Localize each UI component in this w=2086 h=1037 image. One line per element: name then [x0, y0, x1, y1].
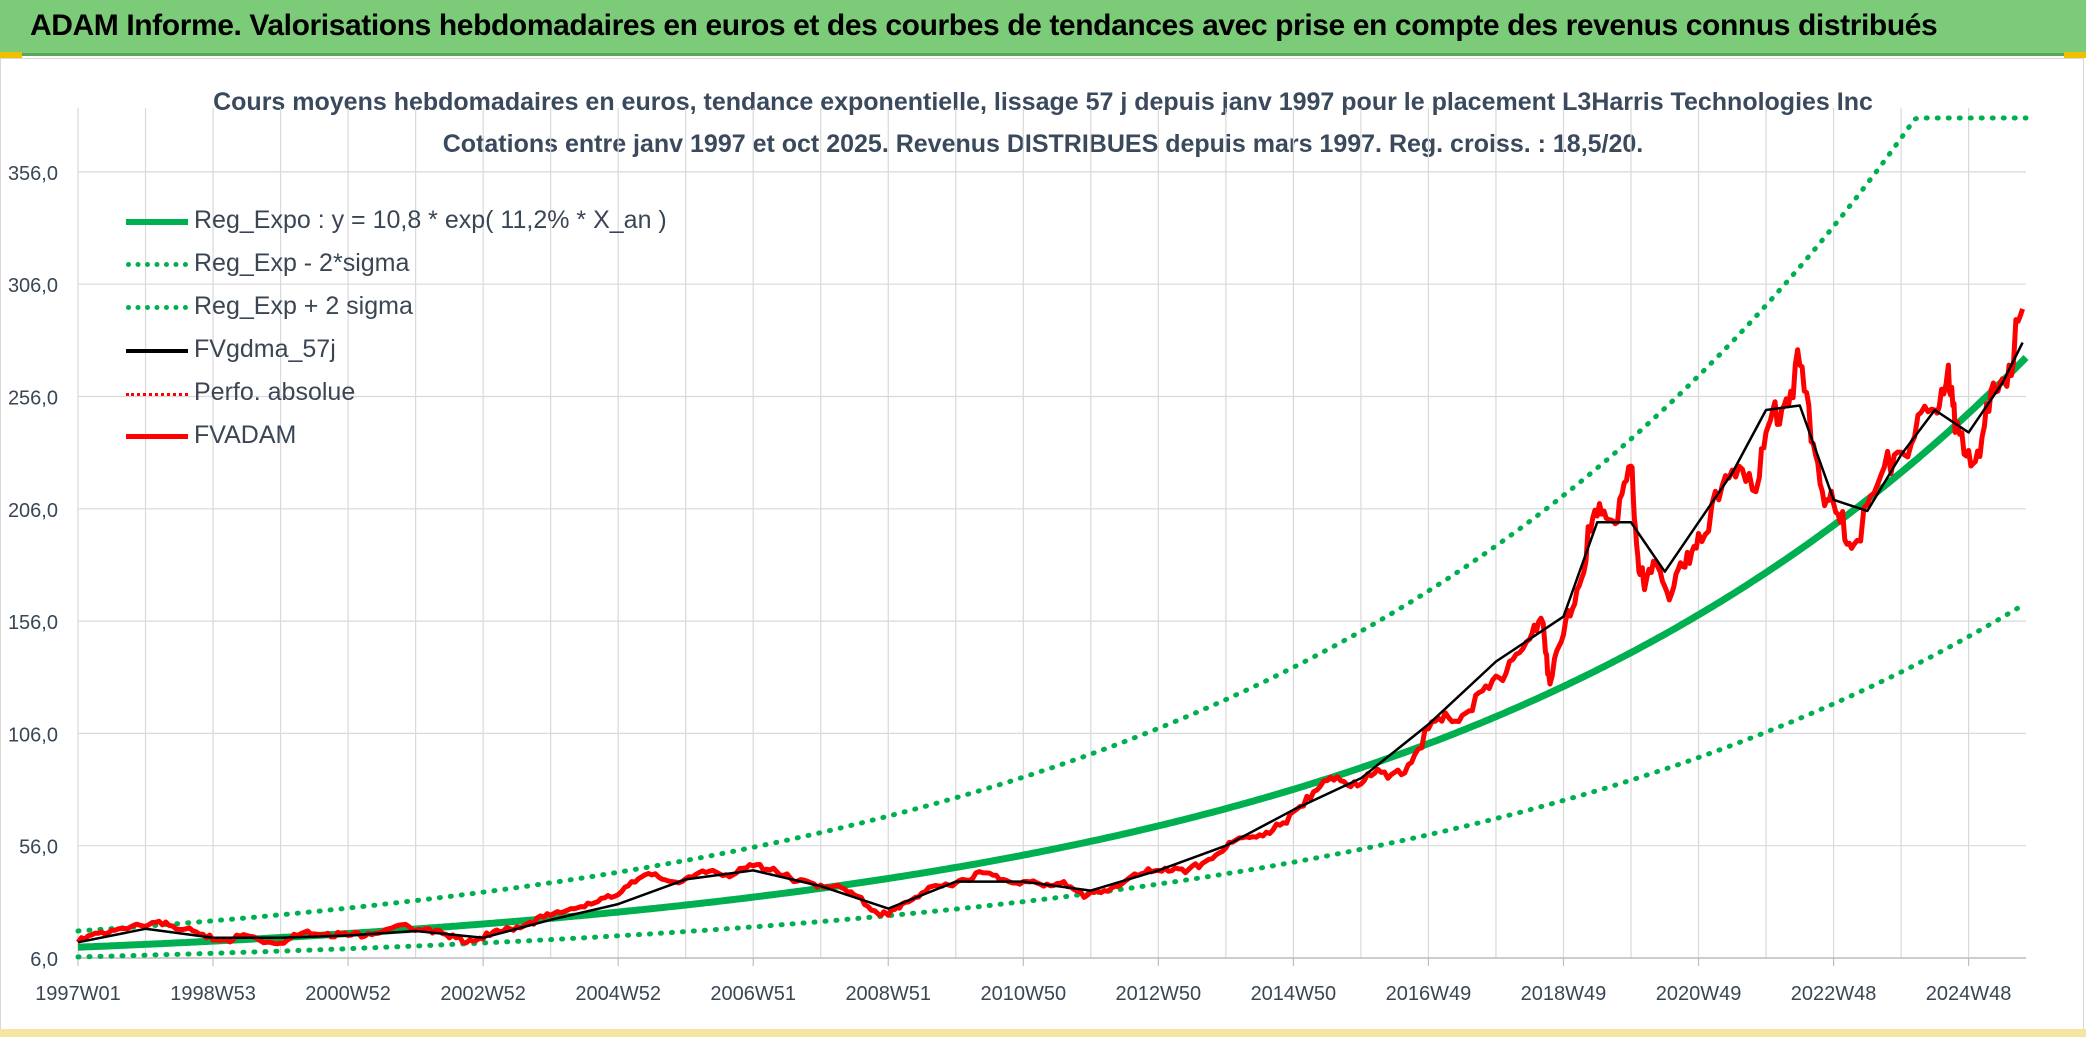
y-tick-label: 306,0: [8, 275, 58, 297]
x-tick-label: 2010W50: [980, 983, 1066, 1005]
series-lines: [75, 115, 2029, 960]
y-tick-label: 356,0: [8, 163, 58, 185]
x-tick-label: 2008W51: [845, 983, 931, 1005]
bottom-band: [0, 1029, 2086, 1037]
legend-label: Reg_Exp + 2 sigma: [194, 292, 413, 320]
report-banner: ADAM Informe. Valorisations hebdomadaire…: [0, 0, 2086, 56]
legend-swatch-fvadam: [126, 434, 188, 439]
x-tick-label: 2006W51: [710, 983, 796, 1005]
chart-title-line-2: Cotations entre janv 1997 et oct 2025. R…: [442, 130, 1644, 158]
x-tick-label: 1998W53: [170, 983, 256, 1005]
legend-swatch-fvgdma: [126, 349, 188, 353]
series-reg-exp-plus-2sigma: [75, 115, 2029, 934]
x-tick-label: 2024W48: [1926, 983, 2012, 1005]
legend-swatch-perfo: [126, 393, 188, 396]
x-tick-label: 2012W50: [1116, 983, 1202, 1005]
x-tick-label: 2014W50: [1251, 983, 1337, 1005]
corner-marker-right: [2064, 52, 2086, 58]
legend-label: FVADAM: [194, 421, 297, 449]
x-tick-label: 1997W01: [35, 983, 121, 1005]
x-tick-label: 2022W48: [1791, 983, 1877, 1005]
legend-label: FVgdma_57j: [194, 335, 336, 363]
x-tick-label: 2000W52: [305, 983, 391, 1005]
legend-label: Perfo. absolue: [194, 378, 356, 406]
report-title: ADAM Informe. Valorisations hebdomadaire…: [30, 9, 1938, 42]
legend-swatch-reg-expo: [126, 219, 188, 225]
x-tick-label: 2018W49: [1521, 983, 1607, 1005]
y-tick-label: 6,0: [30, 949, 58, 971]
legend-label: Reg_Expo : y = 10,8 * exp( 11,2% * X_an …: [194, 206, 667, 234]
x-tick-label: 2020W49: [1656, 983, 1742, 1005]
axis-ticks: 6,0 56,0 106,0 156,0 206,0 256,0 306,0 356,0 199…: [8, 163, 2011, 1005]
y-tick-label: 206,0: [8, 500, 58, 522]
series-reg-exp-minus-2sigma: [75, 600, 2029, 960]
y-tick-label: 156,0: [8, 612, 58, 634]
corner-marker-left: [0, 52, 22, 58]
x-tick-label: 2004W52: [575, 983, 661, 1005]
y-tick-label: 56,0: [19, 837, 58, 859]
chart-title-line-1: Cours moyens hebdomadaires en euros, ten…: [213, 88, 1873, 116]
y-tick-label: 106,0: [8, 724, 58, 746]
legend-swatch-reg-exp-minus: [126, 262, 188, 267]
x-tick-label: 2016W49: [1386, 983, 1472, 1005]
series-reg-expo: [77, 355, 2029, 951]
legend-label: Reg_Exp - 2*sigma: [194, 249, 410, 277]
grid-lines: [77, 108, 2026, 959]
series-fvgdma-57j: [77, 342, 2024, 944]
y-tick-label: 256,0: [8, 388, 58, 410]
x-tick-label: 2002W52: [440, 983, 526, 1005]
legend-swatch-reg-exp-plus: [126, 305, 188, 310]
